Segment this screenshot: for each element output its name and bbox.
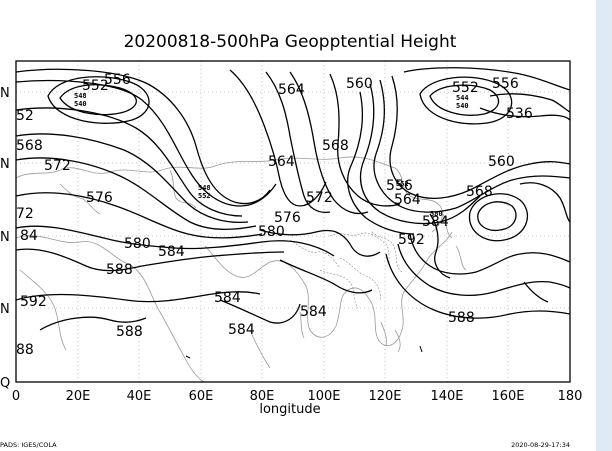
contour-label: 584 xyxy=(300,304,327,320)
svg-text:540: 540 xyxy=(456,102,469,110)
y-tick-label: N xyxy=(0,230,10,245)
x-tick-label: 80E xyxy=(250,389,275,404)
contour-label: 556 xyxy=(386,178,413,194)
contour-label: 52 xyxy=(16,108,34,124)
svg-text:552: 552 xyxy=(198,192,211,200)
credit-text: PADS: IGES/COLA xyxy=(0,441,57,449)
side-panel xyxy=(596,0,612,451)
contour-label: 584 xyxy=(228,322,255,338)
svg-text:544: 544 xyxy=(456,94,469,102)
y-tick-label: N xyxy=(0,86,10,101)
contour-label: 552 xyxy=(452,80,479,96)
svg-text:548: 548 xyxy=(198,184,211,192)
y-axis-labels: N N N N Q xyxy=(0,86,10,391)
gridlines xyxy=(16,61,570,382)
svg-text:540: 540 xyxy=(74,100,87,108)
contour-label: 580 xyxy=(258,224,285,240)
x-tick-label: 20E xyxy=(66,389,91,404)
contour-label: 592 xyxy=(398,232,425,248)
x-axis-labels: 0 20E 40E 60E 80E 100E 120E 140E 160E 18… xyxy=(12,389,583,404)
height-map: 20200818-500hPa Geopptential Height xyxy=(0,32,583,449)
contour-label: 584 xyxy=(214,290,241,306)
plot-area: 548 540 544 540 548 552 552 580 556 564 … xyxy=(16,61,570,382)
contour-label: 572 xyxy=(306,190,333,206)
y-tick-label: N xyxy=(0,157,10,172)
contour-label: 84 xyxy=(20,228,38,244)
x-tick-label: 140E xyxy=(430,389,463,404)
x-axis-title: longitude xyxy=(259,402,320,417)
contour-label: 580 xyxy=(124,236,151,252)
contour-label: 564 xyxy=(278,82,305,98)
plot-frame xyxy=(15,60,571,383)
contour-label: 72 xyxy=(16,206,34,222)
x-tick-label: 180 xyxy=(558,389,583,404)
x-tick-label: 40E xyxy=(127,389,152,404)
contour-label: 568 xyxy=(16,138,43,154)
contour-label: 536 xyxy=(506,106,533,122)
contour-label: 588 xyxy=(116,324,143,340)
contour-label: 568 xyxy=(466,184,493,200)
y-tick-label: Q xyxy=(0,376,10,391)
contour-label: 584 xyxy=(422,214,449,230)
contour-label: 560 xyxy=(488,154,515,170)
x-tick-label: 120E xyxy=(368,389,401,404)
contour-label: 88 xyxy=(16,342,34,358)
timestamp-text: 2020-08-29-17:34 xyxy=(511,441,570,449)
contour-label: 568 xyxy=(322,138,349,154)
contour-label: 584 xyxy=(158,244,185,260)
contour-label: 576 xyxy=(86,190,113,206)
contour-label: 552 xyxy=(82,78,109,94)
coastlines xyxy=(16,156,467,382)
y-tick-label: N xyxy=(0,302,10,317)
contour-label: 576 xyxy=(274,210,301,226)
dense-contour-marks: 548 540 544 540 548 552 552 580 xyxy=(74,92,469,218)
svg-text:580: 580 xyxy=(430,210,443,218)
x-tick-label: 0 xyxy=(12,389,20,404)
contour-label: 588 xyxy=(448,310,475,326)
contour-label: 572 xyxy=(44,158,71,174)
svg-text:548: 548 xyxy=(74,92,87,100)
x-tick-label: 60E xyxy=(189,389,214,404)
contour-label: 592 xyxy=(20,294,47,310)
contour-label: 588 xyxy=(106,262,133,278)
svg-text:552: 552 xyxy=(396,180,409,188)
x-tick-label: 100E xyxy=(307,389,340,404)
contour-label: 556 xyxy=(104,72,131,88)
map-title: 20200818-500hPa Geopptential Height xyxy=(124,32,457,52)
contour-lines xyxy=(16,67,570,359)
contour-label: 564 xyxy=(268,154,295,170)
country-borders xyxy=(289,231,403,309)
x-tick-label: 160E xyxy=(491,389,524,404)
contour-label: 560 xyxy=(346,76,373,92)
contour-label: 556 xyxy=(492,76,519,92)
contour-label: 564 xyxy=(394,192,421,208)
contour-labels: 556 564 560 552 556 536 568 564 560 572 … xyxy=(16,72,533,358)
